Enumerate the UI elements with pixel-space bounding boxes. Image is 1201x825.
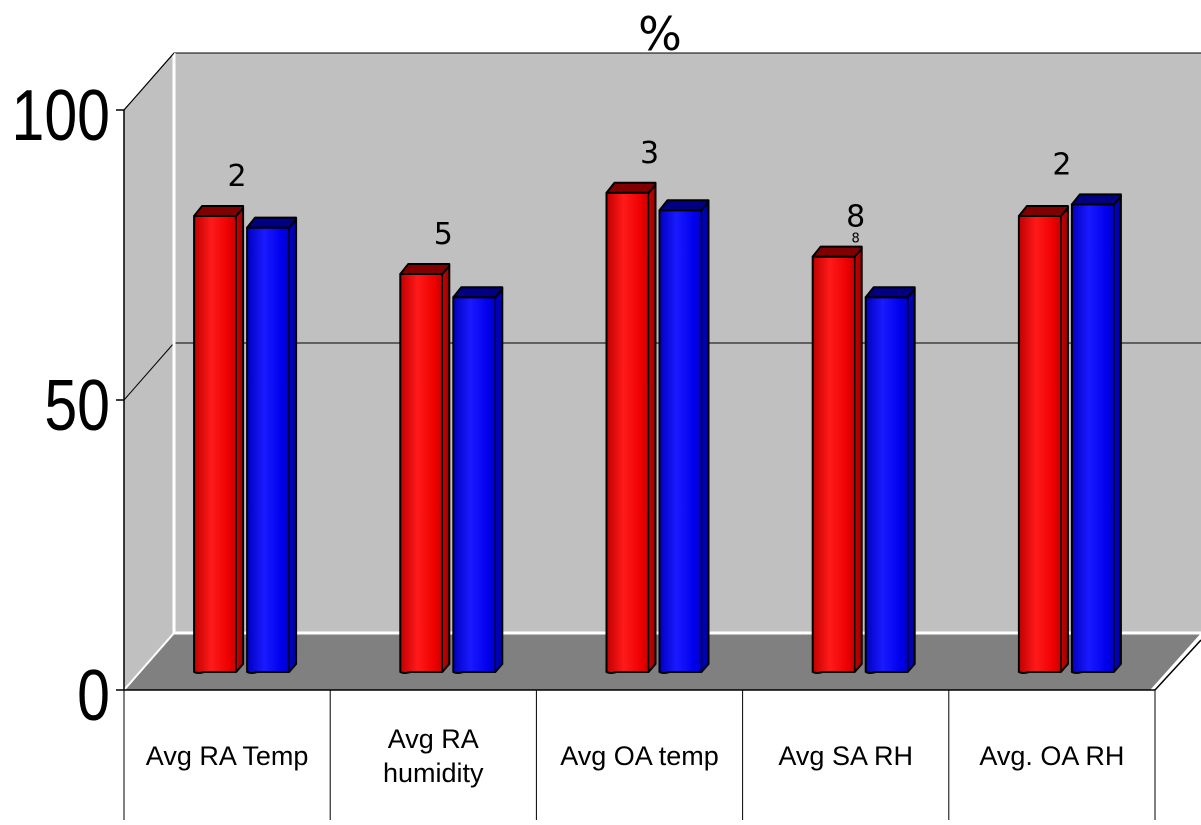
bar [452, 286, 504, 674]
floor-front-edge [1154, 639, 1201, 691]
x-tick-label: Avg OA temp [560, 741, 719, 771]
bar [1070, 193, 1122, 674]
bar-cap [399, 263, 451, 275]
bar-cap [658, 199, 710, 212]
bar-cap [1017, 205, 1069, 217]
bar-cap [452, 286, 504, 299]
data-annotation: 2 [1052, 147, 1071, 182]
bar-body [193, 207, 245, 674]
chart-title: % [638, 7, 682, 61]
bar-body [658, 201, 710, 674]
bar-body [811, 247, 863, 674]
y-tick-label: 100 [12, 74, 110, 155]
bar-body [864, 288, 916, 674]
x-tick-label: Avg. OA RH [979, 741, 1124, 771]
bar-cap [864, 286, 916, 299]
bar-body [605, 183, 657, 674]
x-tick-label: Avg RA Temp [146, 741, 309, 771]
gridline-side [123, 342, 175, 401]
wall-top-edge [123, 52, 175, 111]
data-annotation: 2 [228, 159, 247, 194]
bar [811, 245, 863, 674]
bar-body [1070, 195, 1122, 674]
x-tick-label: Avg RA [388, 724, 479, 754]
bar [193, 205, 245, 674]
bar [658, 199, 710, 674]
x-tick-label: humidity [383, 758, 484, 788]
bar [1017, 205, 1069, 674]
bar [399, 263, 451, 674]
bar [864, 286, 916, 674]
bar-body [452, 288, 504, 674]
x-tick-label: Avg SA RH [778, 741, 913, 771]
y-tick-label: 50 [44, 364, 110, 445]
data-annotation: 8 [846, 200, 865, 235]
bar [246, 216, 298, 674]
bar-cap [246, 216, 298, 229]
bar [605, 181, 657, 674]
bar-body [399, 265, 451, 674]
bar-body [246, 218, 298, 674]
data-annotation-sub: 8 [852, 232, 860, 247]
y-tick-label: 0 [77, 654, 110, 735]
bar-cap [811, 245, 863, 258]
bar-cap [605, 181, 657, 194]
floor-side-edge [123, 632, 175, 691]
data-annotation: 3 [640, 136, 659, 171]
data-annotation: 5 [434, 217, 453, 252]
bar-body [1017, 207, 1069, 674]
bar-cap [193, 205, 245, 217]
bar-cap [1070, 193, 1122, 206]
